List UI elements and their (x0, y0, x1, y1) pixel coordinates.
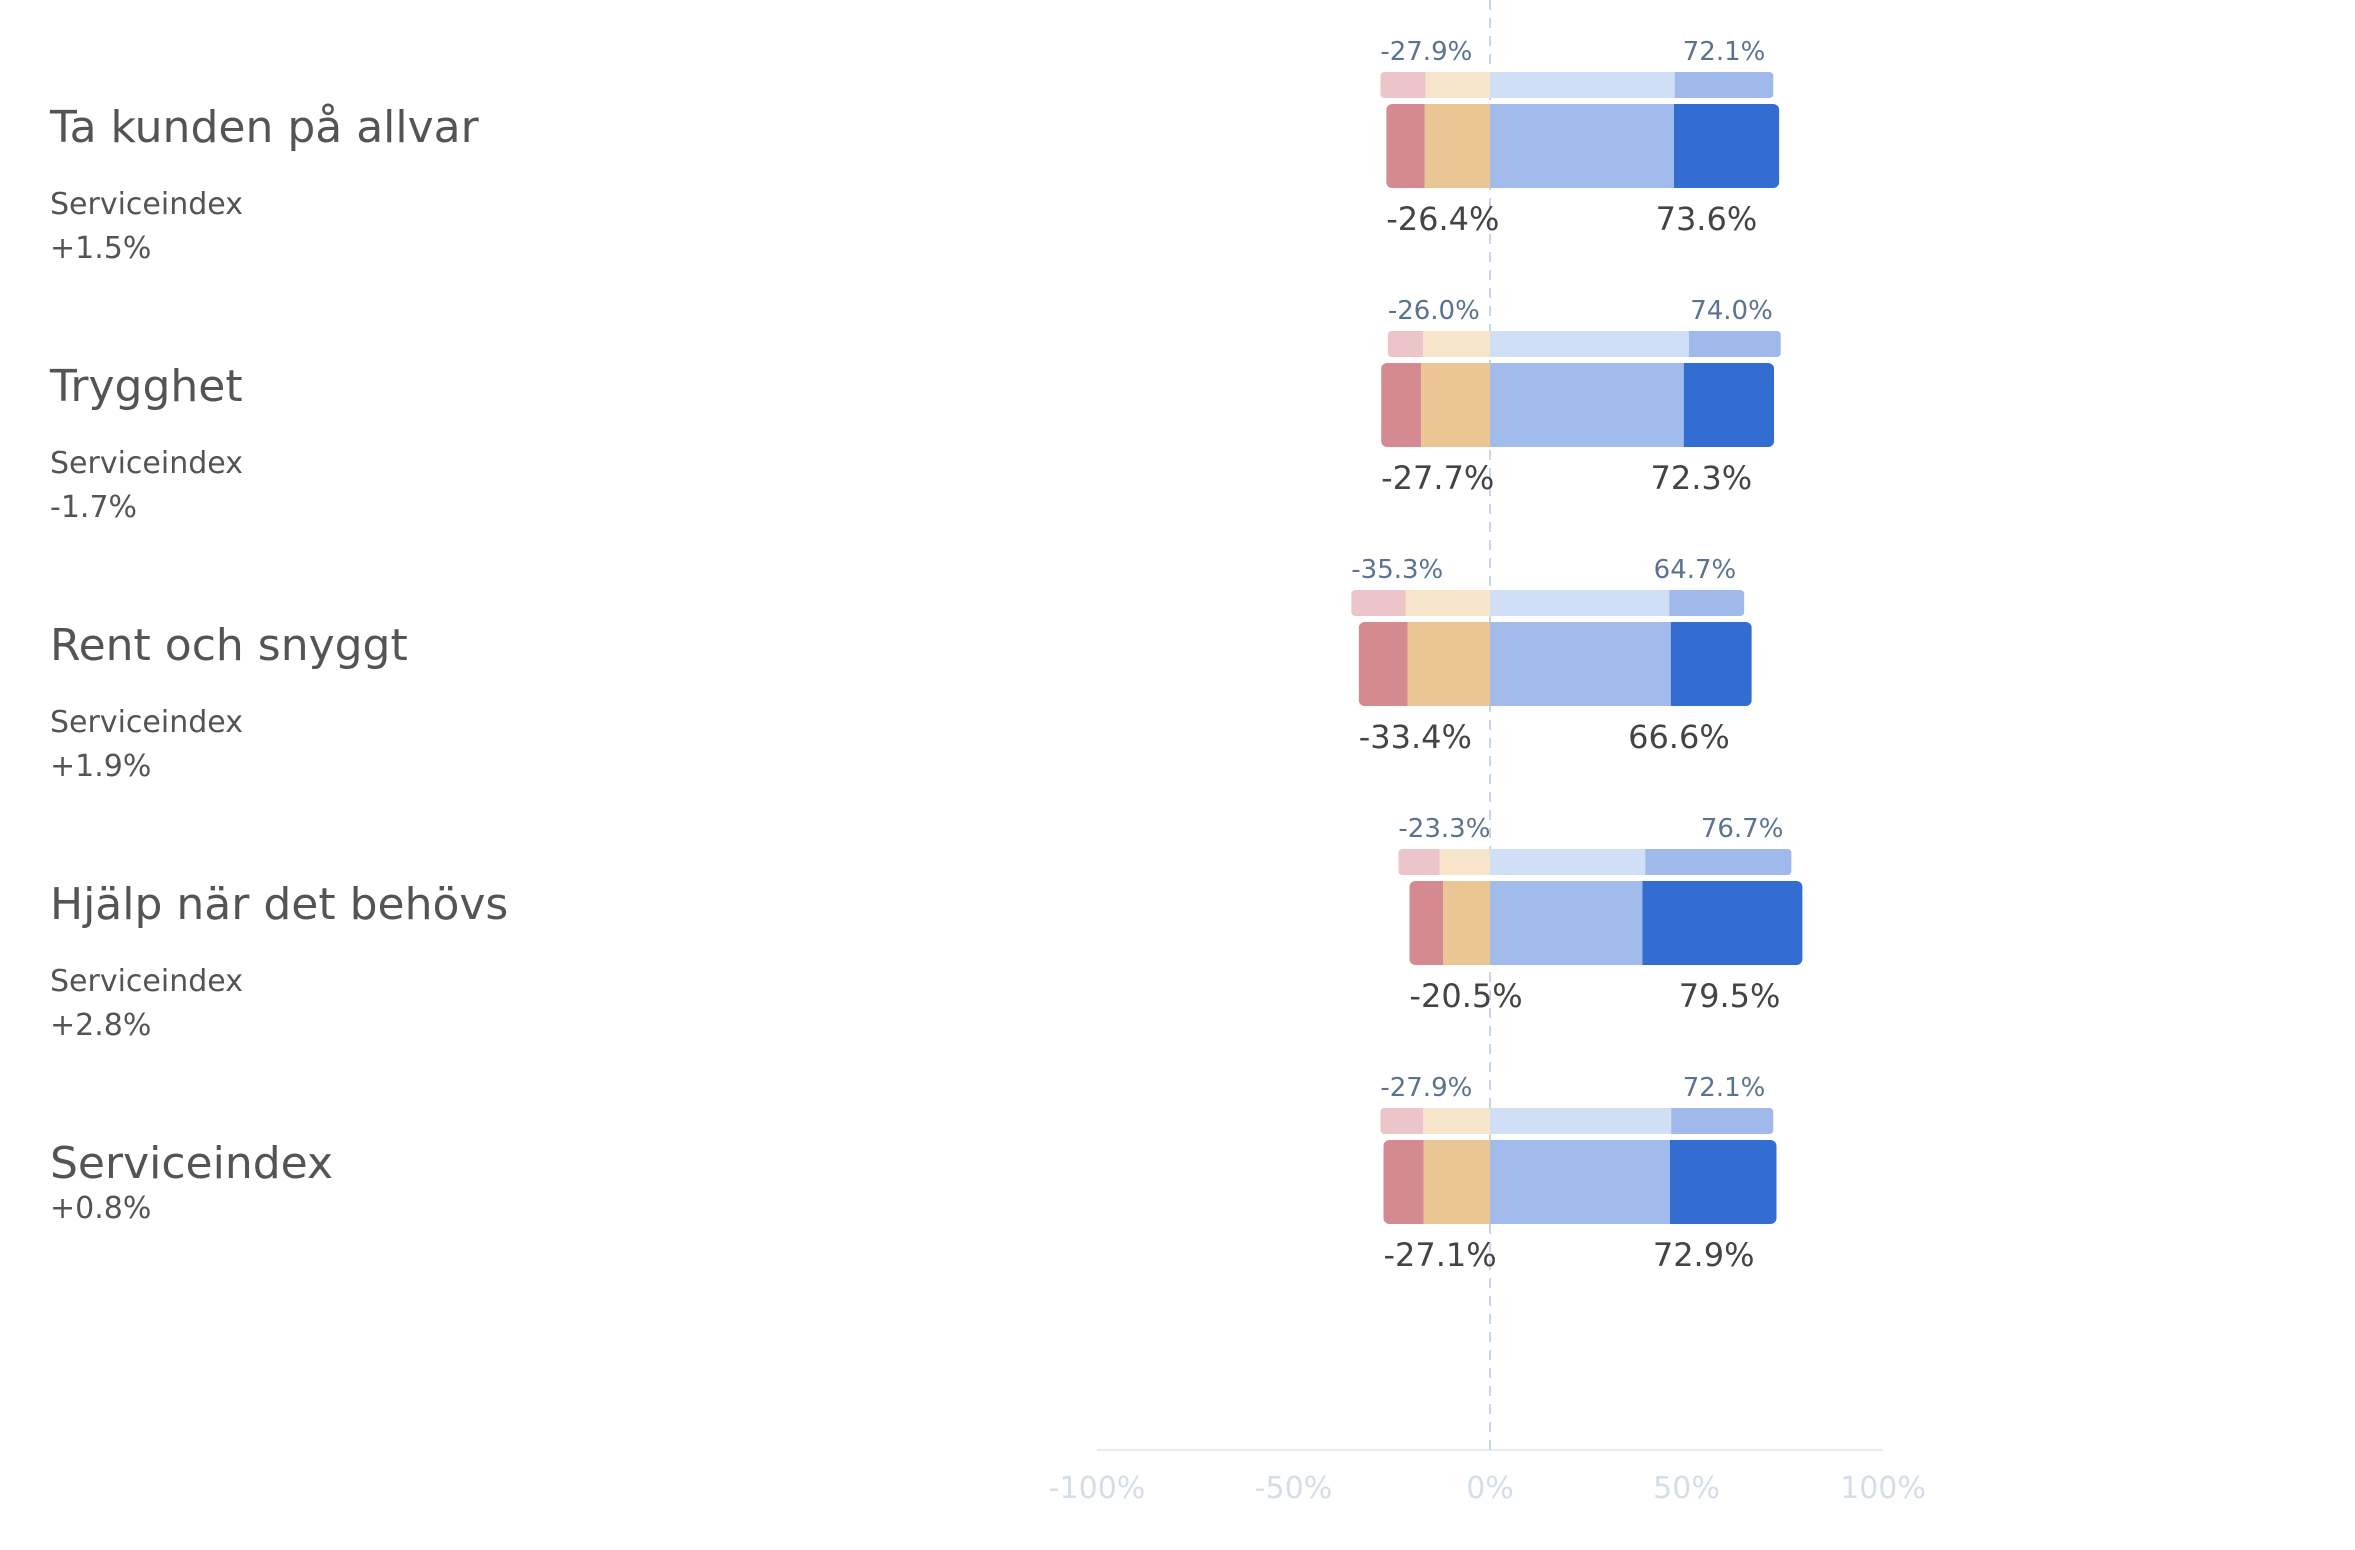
category-labels: -27.9% 72.1% -26.4% 73.6% Ta kunden på allva… (49, 37, 1783, 1274)
cur-bar-very-positive (1642, 881, 1803, 965)
cur-pos-label: 72.9% (1653, 1236, 1755, 1274)
x-axis: -100% -50% 0% 50% 100% (1049, 0, 1926, 1506)
cur-bar-negative (1423, 1140, 1490, 1224)
prev-bar-group (1380, 72, 1774, 98)
prev-neg-label: -27.9% (1380, 37, 1472, 67)
prev-pos-label: 74.0% (1690, 296, 1773, 326)
prev-bar-very-positive (1671, 1108, 1774, 1134)
category-change: +2.8% (50, 1008, 151, 1043)
prev-neg-label: -35.3% (1351, 555, 1443, 585)
cur-bar-very-positive (1670, 622, 1752, 706)
prev-bar-very-negative (1398, 849, 1440, 875)
cur-bar-very-negative (1381, 363, 1422, 447)
cur-bar-negative (1424, 104, 1490, 188)
category-title: Serviceindex (50, 1138, 333, 1189)
cur-bar-very-negative (1358, 622, 1408, 706)
prev-neg-label: -23.3% (1398, 814, 1490, 844)
x-tick-label: -100% (1049, 1471, 1146, 1506)
prev-bar-very-negative (1380, 1108, 1424, 1134)
cur-bar-group (1383, 1140, 1777, 1224)
cur-pos-label: 73.6% (1656, 200, 1758, 238)
prev-bar-group (1387, 331, 1781, 357)
cur-bar-group (1358, 622, 1752, 706)
cur-pos-label: 79.5% (1679, 977, 1781, 1015)
x-tick-label: 100% (1840, 1471, 1926, 1506)
prev-pos-label: 64.7% (1654, 555, 1737, 585)
cur-bar-positive (1490, 104, 1674, 188)
prev-bar-negative (1423, 1108, 1490, 1134)
prev-bar-negative (1423, 331, 1490, 357)
cur-bar-very-positive (1669, 1140, 1777, 1224)
category-change: +1.5% (50, 231, 151, 266)
cur-bar-negative (1443, 881, 1490, 965)
prev-bar-very-negative (1387, 331, 1424, 357)
cur-bar-positive (1490, 1140, 1670, 1224)
category-title: Trygghet (49, 361, 243, 412)
prev-bar-very-positive (1674, 72, 1774, 98)
cur-bar-group (1381, 363, 1775, 447)
cur-bar-group (1386, 104, 1780, 188)
prev-bar-very-negative (1380, 72, 1426, 98)
prev-bar-group (1351, 590, 1745, 616)
category-change: +0.8% (50, 1191, 151, 1226)
cur-neg-label: -27.7% (1381, 459, 1494, 497)
cur-bar-group (1409, 881, 1803, 965)
bars (1351, 72, 1803, 1224)
category-sub-label: Serviceindex (50, 446, 243, 481)
x-tick-label: -50% (1255, 1471, 1333, 1506)
category-sub-label: Serviceindex (50, 187, 243, 222)
x-tick-label: 0% (1466, 1471, 1514, 1506)
prev-bar-very-positive (1669, 590, 1745, 616)
prev-bar-positive (1490, 72, 1675, 98)
cur-bar-very-positive (1683, 363, 1775, 447)
cur-neg-label: -20.5% (1409, 977, 1522, 1015)
cur-bar-negative (1407, 622, 1490, 706)
cur-bar-negative (1421, 363, 1490, 447)
cur-bar-very-negative (1409, 881, 1444, 965)
prev-bar-group (1398, 849, 1792, 875)
cur-pos-label: 72.3% (1650, 459, 1752, 497)
prev-bar-positive (1490, 1108, 1672, 1134)
category-change: +1.9% (50, 749, 151, 784)
cur-bar-positive (1490, 363, 1684, 447)
category-title: Rent och snyggt (50, 620, 408, 671)
prev-neg-label: -27.9% (1380, 1073, 1472, 1103)
cur-bar-very-negative (1386, 104, 1425, 188)
cur-bar-positive (1490, 622, 1671, 706)
cur-neg-label: -26.4% (1386, 200, 1499, 238)
prev-bar-group (1380, 1108, 1774, 1134)
cur-bar-positive (1490, 881, 1643, 965)
prev-bar-very-negative (1351, 590, 1406, 616)
prev-bar-negative (1425, 72, 1490, 98)
category-sub-label: Serviceindex (50, 964, 243, 999)
cur-neg-label: -27.1% (1383, 1236, 1496, 1274)
cur-bar-very-negative (1383, 1140, 1424, 1224)
prev-bar-positive (1490, 590, 1670, 616)
prev-bar-very-positive (1688, 331, 1781, 357)
prev-bar-very-positive (1645, 849, 1792, 875)
category-sub-label: Serviceindex (50, 705, 243, 740)
prev-pos-label: 76.7% (1701, 814, 1784, 844)
cur-neg-label: -33.4% (1359, 718, 1472, 756)
cur-pos-label: 66.6% (1628, 718, 1730, 756)
prev-neg-label: -26.0% (1388, 296, 1480, 326)
x-tick-label: 50% (1653, 1471, 1720, 1506)
prev-bar-positive (1490, 331, 1689, 357)
prev-bar-negative (1405, 590, 1490, 616)
prev-pos-label: 72.1% (1683, 37, 1766, 67)
prev-pos-label: 72.1% (1683, 1073, 1766, 1103)
cur-bar-very-positive (1673, 104, 1780, 188)
category-title: Ta kunden på allvar (49, 102, 480, 153)
prev-bar-negative (1439, 849, 1490, 875)
category-change: -1.7% (50, 490, 137, 525)
prev-bar-positive (1490, 849, 1646, 875)
category-title: Hjälp när det behövs (50, 879, 508, 930)
